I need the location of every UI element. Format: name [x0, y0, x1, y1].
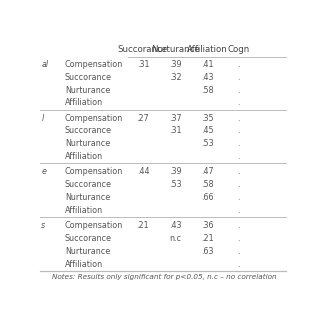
Text: .36: .36: [201, 221, 214, 230]
Text: .31: .31: [137, 60, 149, 69]
Text: .43: .43: [201, 73, 214, 82]
Text: .31: .31: [169, 126, 181, 135]
Text: .: .: [237, 73, 240, 82]
Text: Compensation: Compensation: [65, 221, 123, 230]
Text: .63: .63: [201, 247, 214, 256]
Text: Succorance: Succorance: [65, 234, 112, 243]
Text: Affiliation: Affiliation: [65, 206, 103, 215]
Text: .41: .41: [201, 60, 214, 69]
Text: .: .: [237, 114, 240, 123]
Text: Succorance: Succorance: [65, 73, 112, 82]
Text: .: .: [237, 180, 240, 189]
Text: .39: .39: [169, 167, 181, 176]
Text: Nurturance: Nurturance: [65, 247, 110, 256]
Text: Affiliation: Affiliation: [187, 44, 228, 53]
Text: .: .: [237, 98, 240, 107]
Text: Nurturance: Nurturance: [151, 44, 200, 53]
Text: .21: .21: [201, 234, 214, 243]
Text: n.c: n.c: [169, 234, 181, 243]
Text: .21: .21: [137, 221, 149, 230]
Text: .: .: [237, 247, 240, 256]
Text: Compensation: Compensation: [65, 114, 123, 123]
Text: .47: .47: [201, 167, 214, 176]
Text: .: .: [237, 126, 240, 135]
Text: l: l: [41, 114, 44, 123]
Text: .53: .53: [169, 180, 181, 189]
Text: Affiliation: Affiliation: [65, 98, 103, 107]
Text: .44: .44: [137, 167, 149, 176]
Text: .: .: [237, 221, 240, 230]
Text: Succorance: Succorance: [118, 44, 168, 53]
Text: .53: .53: [201, 139, 214, 148]
Text: .27: .27: [137, 114, 149, 123]
Text: .37: .37: [169, 114, 181, 123]
Text: .66: .66: [201, 193, 214, 202]
Text: .58: .58: [201, 85, 214, 94]
Text: Succorance: Succorance: [65, 180, 112, 189]
Text: Nurturance: Nurturance: [65, 139, 110, 148]
Text: .45: .45: [201, 126, 214, 135]
Text: Cogn: Cogn: [227, 44, 250, 53]
Text: .35: .35: [201, 114, 214, 123]
Text: .32: .32: [169, 73, 181, 82]
Text: .58: .58: [201, 180, 214, 189]
Text: Compensation: Compensation: [65, 167, 123, 176]
Text: .: .: [237, 234, 240, 243]
Text: .43: .43: [169, 221, 181, 230]
Text: al: al: [41, 60, 48, 69]
Text: Affiliation: Affiliation: [65, 260, 103, 268]
Text: .: .: [237, 139, 240, 148]
Text: e: e: [41, 167, 46, 176]
Text: Affiliation: Affiliation: [65, 152, 103, 161]
Text: Compensation: Compensation: [65, 60, 123, 69]
Text: Nurturance: Nurturance: [65, 193, 110, 202]
Text: .39: .39: [169, 60, 181, 69]
Text: s: s: [41, 221, 45, 230]
Text: Nurturance: Nurturance: [65, 85, 110, 94]
Text: .: .: [237, 193, 240, 202]
Text: .: .: [237, 152, 240, 161]
Text: .: .: [237, 206, 240, 215]
Text: Succorance: Succorance: [65, 126, 112, 135]
Text: .: .: [237, 167, 240, 176]
Text: .: .: [237, 260, 240, 268]
Text: .: .: [237, 85, 240, 94]
Text: Notes: Results only significant for p<0.05, n.c – no correlation: Notes: Results only significant for p<0.…: [52, 274, 276, 280]
Text: .: .: [237, 60, 240, 69]
